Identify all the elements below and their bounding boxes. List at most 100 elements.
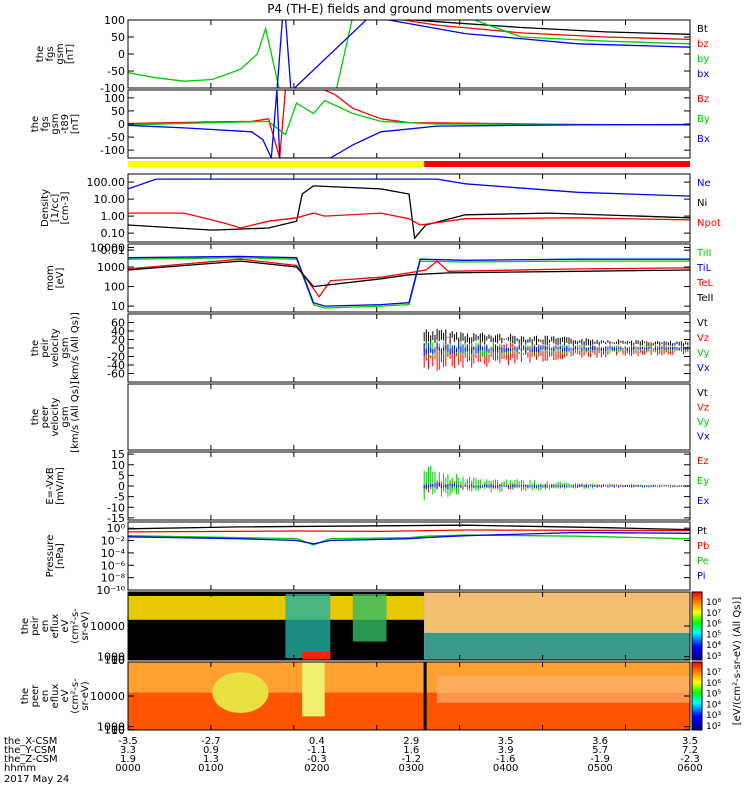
x-axis-value: 0100 bbox=[198, 763, 223, 774]
y-axis-label: gsm bbox=[55, 43, 66, 64]
y-tick-label: 5 bbox=[118, 469, 125, 482]
y-axis-label: the bbox=[35, 46, 46, 62]
x-axis-value: 2.9 bbox=[403, 736, 419, 747]
spectrogram-gap bbox=[423, 662, 427, 730]
series-pb bbox=[128, 529, 690, 533]
panel-4: TiII TiL TeL TeII 10000 1000 100 10 mom [eV] bbox=[45, 241, 714, 313]
legend-bz: Bz bbox=[697, 94, 709, 105]
series-bz bbox=[399, 20, 690, 41]
y-axis-label: peir bbox=[40, 337, 51, 357]
series-bx bbox=[128, 90, 690, 158]
figure-title: P4 (TH-E) fields and ground moments over… bbox=[267, 2, 551, 16]
y-tick-label: -15 bbox=[107, 512, 125, 525]
x-axis-row-label: the_Z-CSM bbox=[4, 754, 58, 765]
colorbar-1 bbox=[691, 591, 703, 661]
y-axis-label: [1/cc] bbox=[50, 194, 61, 223]
x-axis-value: 1.9 bbox=[120, 754, 136, 765]
x-axis-row-label: the_X-CSM bbox=[4, 736, 57, 747]
panel-plot-area bbox=[128, 524, 690, 546]
legend-ey: Ey bbox=[697, 476, 709, 487]
series-bt bbox=[406, 20, 690, 35]
y-tick-label: 10 bbox=[111, 459, 125, 472]
colorbar-tick-label: 10⁵ bbox=[706, 630, 721, 640]
x-axis-value: 0400 bbox=[493, 763, 518, 774]
spectrogram-region bbox=[424, 592, 690, 633]
y-tick-label: 10 bbox=[111, 300, 125, 313]
legend-vt: Vt bbox=[697, 318, 708, 329]
y-axis-label: E=-VxB bbox=[45, 467, 56, 504]
y-axis-label: the bbox=[20, 688, 31, 704]
y-axis-label: gsm bbox=[50, 113, 61, 134]
y-tick-label: 10⁻⁶ bbox=[101, 559, 126, 572]
y-tick-label: 100 bbox=[104, 724, 125, 737]
mode-bar-segment bbox=[128, 161, 425, 167]
y-axis-label: (cm²-s- bbox=[70, 608, 81, 644]
legend-teii: TeII bbox=[696, 293, 713, 304]
colorbar-tick-label: 10² bbox=[706, 722, 721, 732]
series-by bbox=[128, 99, 690, 136]
x-axis-value: 3.5 bbox=[682, 736, 698, 747]
y-axis-label: velocity bbox=[50, 397, 61, 436]
series-pi bbox=[128, 531, 690, 545]
y-axis-label: eV bbox=[60, 619, 71, 632]
y-axis-label: eflux bbox=[50, 614, 61, 639]
y-tick-label: 0 bbox=[118, 480, 125, 493]
x-axis-value: 3.3 bbox=[120, 745, 136, 756]
colorbar-2 bbox=[691, 661, 703, 731]
y-axis-label: [km/s (All Qs)] bbox=[70, 381, 81, 453]
series-teii bbox=[128, 260, 690, 288]
legend-vx: Vx bbox=[697, 432, 710, 443]
legend-pi: Pi bbox=[697, 571, 706, 582]
panel-frame bbox=[127, 383, 691, 451]
legend-vx: Vx bbox=[697, 363, 710, 374]
colorbar-tick-label: 10⁴ bbox=[706, 700, 721, 710]
y-tick-label: 10⁻⁸ bbox=[101, 572, 126, 585]
y-axis-label: eV bbox=[60, 689, 71, 702]
y-axis-label: gsm bbox=[60, 406, 71, 427]
x-axis-value: 0.9 bbox=[203, 745, 219, 756]
y-tick-label: 60 bbox=[111, 317, 125, 330]
x-axis-value: -0.3 bbox=[307, 754, 327, 765]
y-axis-label: the bbox=[30, 409, 41, 425]
y-axis-label: en bbox=[40, 620, 51, 633]
colorbar-label: [eV/(cm²-s-sr-eV) (All Qs)] bbox=[732, 597, 743, 726]
spectrogram-patch bbox=[302, 662, 325, 717]
y-tick-label: 50 bbox=[111, 31, 125, 44]
legend-pe: Pe bbox=[697, 556, 709, 567]
y-tick-label: 0.01 bbox=[101, 244, 126, 257]
legend-vz: Vz bbox=[697, 333, 709, 344]
legend-by: by bbox=[697, 54, 709, 65]
y-axis-label: velocity bbox=[50, 328, 61, 367]
panel-plot-area bbox=[128, 178, 690, 240]
legend-vy: Vy bbox=[697, 348, 710, 359]
series-vt-band bbox=[423, 328, 689, 347]
y-axis-label: the bbox=[30, 340, 41, 356]
y-axis-label: eflux bbox=[50, 684, 61, 709]
y-tick-label: 50 bbox=[111, 105, 125, 118]
panel-frame bbox=[127, 173, 691, 243]
y-axis-label: sr-eV) bbox=[80, 611, 91, 640]
series-pt bbox=[128, 524, 690, 531]
panel-1: Bt bz by bx 100 50 0 -50 -100 the fgs gsm [nT] bbox=[35, 14, 709, 95]
series-ni bbox=[128, 185, 690, 240]
x-axis-value: 0600 bbox=[677, 763, 702, 774]
colorbar-tick-label: 10⁵ bbox=[706, 690, 721, 700]
panel-frame bbox=[127, 19, 691, 89]
y-tick-label: 0 bbox=[118, 48, 125, 61]
y-axis-label: [mV/m] bbox=[55, 467, 66, 505]
y-tick-label: -100 bbox=[100, 144, 125, 157]
y-axis-label: [nPa] bbox=[55, 543, 66, 569]
y-tick-label: -40 bbox=[107, 359, 125, 372]
y-tick-label: 0 bbox=[118, 118, 125, 131]
spectrogram-region bbox=[424, 632, 690, 660]
y-tick-label: 15 bbox=[111, 448, 125, 461]
y-tick-label: 100 bbox=[104, 92, 125, 105]
series-vz-band bbox=[423, 342, 689, 371]
legend-ez: Ez bbox=[697, 456, 709, 467]
y-axis-label: [km/s (All Qs)] bbox=[70, 312, 81, 384]
colorbar-tick-label: 10⁸ bbox=[706, 598, 721, 608]
